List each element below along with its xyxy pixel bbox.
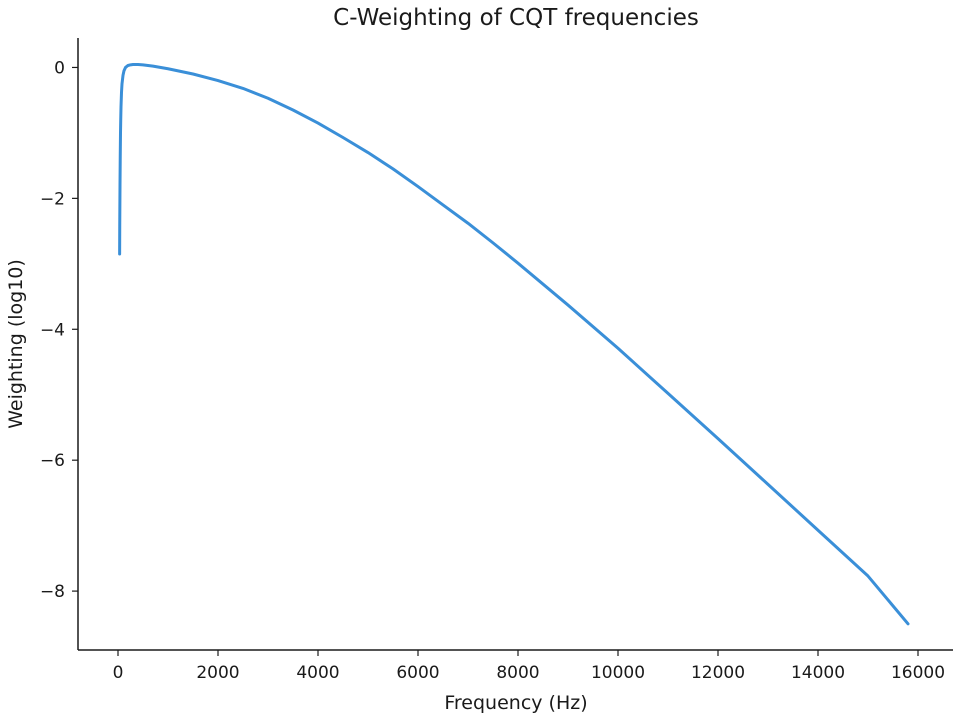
x-tick-label: 8000	[496, 663, 539, 683]
y-tick-label: −2	[40, 189, 65, 209]
x-tick-label: 4000	[296, 663, 339, 683]
y-axis-ticks: 0 −2 −4 −6 −8	[40, 58, 78, 602]
x-tick-label: 16000	[891, 663, 945, 683]
y-tick-label: −8	[40, 582, 65, 602]
x-tick-label: 6000	[396, 663, 439, 683]
x-tick-label: 2000	[196, 663, 239, 683]
y-tick-label: 0	[54, 58, 65, 78]
chart-title: C-Weighting of CQT frequencies	[333, 5, 699, 31]
x-axis-title: Frequency (Hz)	[444, 692, 587, 714]
x-tick-label: 14000	[791, 663, 845, 683]
x-tick-label: 10000	[591, 663, 645, 683]
series-layer	[118, 63, 910, 626]
x-tick-label: 12000	[691, 663, 745, 683]
x-axis-ticks: 0 2000 4000 6000 8000 10000 12000 14000 16000	[113, 650, 945, 683]
x-tick-label: 0	[113, 663, 124, 683]
y-axis-title: Weighting (log10)	[5, 259, 27, 429]
y-tick-label: −6	[40, 451, 65, 471]
y-tick-label: −4	[40, 320, 65, 340]
series-line	[118, 63, 910, 626]
